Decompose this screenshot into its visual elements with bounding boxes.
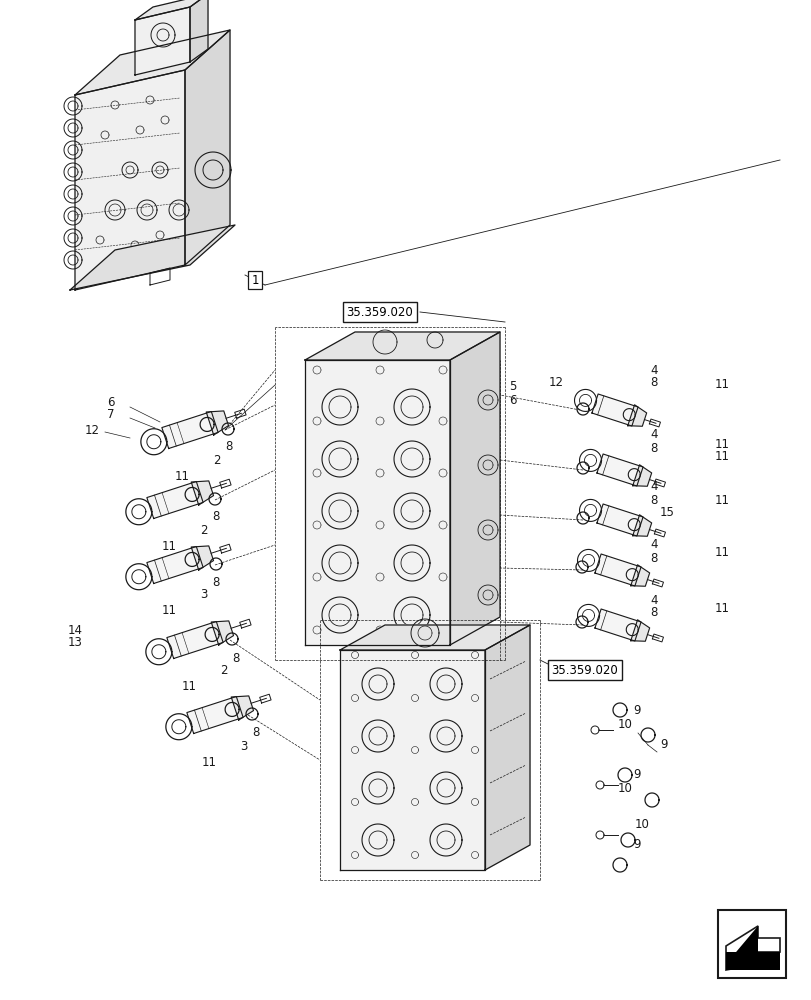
Text: 3: 3 xyxy=(200,588,207,601)
Polygon shape xyxy=(596,504,642,536)
Text: 8: 8 xyxy=(649,606,657,619)
Polygon shape xyxy=(340,625,530,650)
Polygon shape xyxy=(211,621,234,645)
Polygon shape xyxy=(135,0,208,20)
Text: 14: 14 xyxy=(68,624,83,636)
Polygon shape xyxy=(206,411,228,435)
Polygon shape xyxy=(190,0,208,62)
Polygon shape xyxy=(231,696,253,720)
Polygon shape xyxy=(147,482,203,518)
Text: 7: 7 xyxy=(107,408,114,422)
Text: 11: 11 xyxy=(714,493,729,506)
Text: 5: 5 xyxy=(508,380,516,393)
Text: 11: 11 xyxy=(714,450,729,464)
Text: 4: 4 xyxy=(649,593,657,606)
Polygon shape xyxy=(594,554,640,586)
Polygon shape xyxy=(187,697,242,733)
Text: 11: 11 xyxy=(714,438,729,452)
Polygon shape xyxy=(596,454,642,486)
Text: 11: 11 xyxy=(714,546,729,560)
Text: 10: 10 xyxy=(617,782,632,795)
Text: 12: 12 xyxy=(85,424,100,436)
Text: 2: 2 xyxy=(212,454,221,466)
Text: 12: 12 xyxy=(548,375,564,388)
Polygon shape xyxy=(167,622,223,658)
Text: 10: 10 xyxy=(617,717,632,730)
Polygon shape xyxy=(484,625,530,870)
Text: 8: 8 xyxy=(232,652,239,664)
Polygon shape xyxy=(627,405,646,426)
Polygon shape xyxy=(725,926,757,964)
Text: 8: 8 xyxy=(212,510,219,524)
Polygon shape xyxy=(725,926,779,970)
Polygon shape xyxy=(632,515,651,536)
Polygon shape xyxy=(191,481,213,505)
Polygon shape xyxy=(449,332,500,645)
Text: 4: 4 xyxy=(649,538,657,552)
Text: 35.359.020: 35.359.020 xyxy=(346,306,413,318)
Text: 4: 4 xyxy=(649,481,657,493)
Polygon shape xyxy=(185,30,230,265)
Text: 9: 9 xyxy=(659,738,667,752)
Polygon shape xyxy=(161,412,218,448)
Polygon shape xyxy=(191,546,213,570)
Text: 9: 9 xyxy=(633,768,640,782)
Polygon shape xyxy=(75,30,230,95)
Text: 11: 11 xyxy=(714,601,729,614)
Text: 8: 8 xyxy=(649,493,657,506)
Text: 10: 10 xyxy=(634,818,649,831)
Polygon shape xyxy=(630,620,649,641)
Text: 11: 11 xyxy=(175,471,190,484)
Text: 6: 6 xyxy=(107,396,114,410)
Text: 2: 2 xyxy=(200,524,208,536)
Text: 9: 9 xyxy=(633,838,640,851)
Polygon shape xyxy=(70,225,234,290)
Text: 8: 8 xyxy=(212,576,219,588)
Polygon shape xyxy=(630,565,649,586)
Polygon shape xyxy=(340,650,484,870)
Text: 3: 3 xyxy=(240,739,247,752)
Polygon shape xyxy=(147,547,203,583)
Polygon shape xyxy=(632,465,651,486)
Text: 13: 13 xyxy=(68,636,83,650)
Text: 11: 11 xyxy=(202,756,217,770)
Polygon shape xyxy=(594,609,640,641)
Text: 6: 6 xyxy=(508,393,516,406)
Text: 8: 8 xyxy=(649,552,657,564)
Text: 8: 8 xyxy=(251,726,259,739)
Text: 9: 9 xyxy=(633,704,640,716)
Text: 4: 4 xyxy=(649,363,657,376)
Polygon shape xyxy=(135,7,190,75)
Text: 1: 1 xyxy=(251,273,259,286)
Text: 8: 8 xyxy=(649,376,657,389)
Polygon shape xyxy=(725,952,779,970)
Text: 11: 11 xyxy=(182,680,197,694)
Text: 15: 15 xyxy=(659,506,674,518)
Text: 11: 11 xyxy=(714,378,729,391)
Polygon shape xyxy=(305,332,500,360)
Text: 35.359.020: 35.359.020 xyxy=(551,664,618,676)
Text: 2: 2 xyxy=(220,664,227,678)
Bar xyxy=(717,910,785,978)
Text: 11: 11 xyxy=(162,540,177,554)
Polygon shape xyxy=(591,394,637,426)
Text: 11: 11 xyxy=(162,603,177,616)
Text: 8: 8 xyxy=(649,442,657,454)
Polygon shape xyxy=(75,70,185,290)
Text: 4: 4 xyxy=(649,428,657,442)
Text: 8: 8 xyxy=(225,440,232,454)
Polygon shape xyxy=(305,360,449,645)
